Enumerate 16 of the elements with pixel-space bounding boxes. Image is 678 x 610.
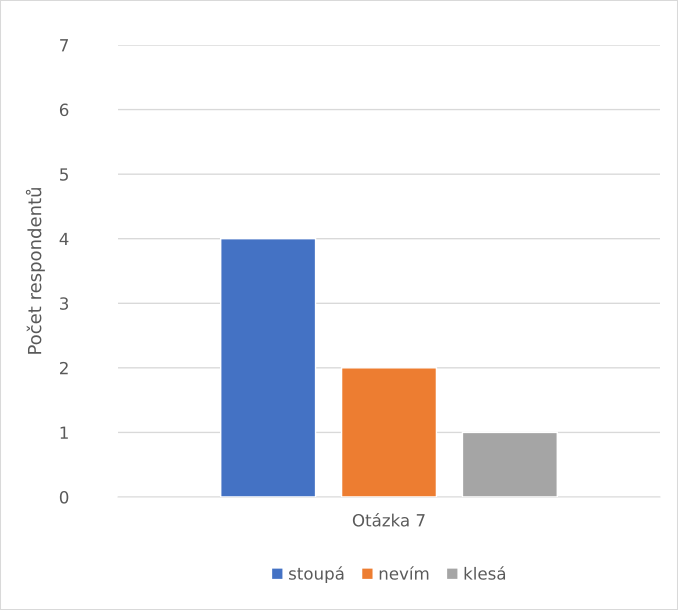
y-tick-label: 6 [60,104,68,116]
y-axis-title: Počet respondentů [26,188,45,354]
x-tick-label: Otázka 7 [352,513,425,527]
y-tick-label: 5 [60,168,68,181]
y-tick-label: 7 [60,39,68,52]
y-tick-label: 1 [60,426,68,439]
y-tick-label: 4 [60,232,68,246]
bar [340,367,438,497]
y-tick-label: 0 [60,490,68,504]
y-tick-label: 3 [60,297,68,310]
bar [220,238,316,497]
legend-label: stoupá [289,566,344,584]
legend-label: klesá [464,566,506,580]
bar [462,432,558,497]
y-tick-label: 2 [60,362,68,374]
legend-label: nevím [380,566,428,580]
